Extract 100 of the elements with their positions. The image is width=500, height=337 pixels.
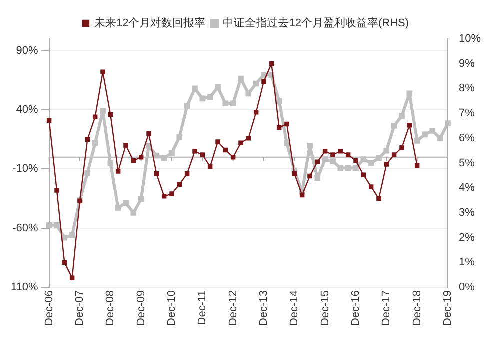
y-tick-label: 40%: [16, 104, 39, 116]
y2-tick-label: 0%: [458, 282, 476, 294]
y-tick-label: -10%: [12, 163, 39, 176]
x-tick-label: Dec-14: [288, 290, 301, 326]
point: [85, 137, 90, 142]
point: [253, 80, 260, 87]
point: [176, 134, 183, 140]
point: [437, 136, 444, 142]
point: [161, 155, 168, 162]
point: [223, 148, 228, 153]
point: [184, 103, 190, 110]
y-tick-label: -60%: [12, 222, 39, 234]
point: [407, 123, 412, 128]
point: [376, 155, 382, 162]
point: [422, 132, 428, 138]
x-tick-label: Dec-07: [74, 290, 86, 326]
point: [100, 70, 106, 75]
point: [146, 142, 152, 149]
point: [345, 165, 352, 172]
y-tick-label: 110%: [10, 282, 39, 294]
point: [315, 160, 320, 164]
x-tick-label: Dec-08: [104, 290, 117, 326]
point: [354, 158, 358, 164]
point: [376, 196, 382, 202]
point: [216, 140, 220, 144]
point: [353, 165, 359, 172]
point: [330, 158, 336, 164]
point: [414, 138, 420, 144]
point: [146, 131, 152, 136]
point: [170, 192, 174, 196]
point: [368, 184, 374, 190]
point: [238, 76, 244, 82]
point: [46, 222, 52, 228]
legend-label: 未来12个月对数回报率: [94, 16, 206, 30]
point: [261, 72, 267, 78]
y2-tick-label: 3%: [458, 207, 476, 220]
y2-tick-label: 9%: [458, 58, 476, 70]
point: [392, 152, 397, 158]
point: [70, 276, 75, 280]
point: [108, 112, 114, 118]
point: [54, 188, 60, 193]
point: [230, 100, 236, 107]
y2-tick-label: 2%: [458, 232, 476, 244]
x-tick-label: Dec-13: [258, 290, 270, 326]
y2-tick-label: 10%: [458, 33, 482, 46]
y2-tick-label: 4%: [458, 182, 476, 194]
x-tick-label: Dec-11: [196, 290, 209, 326]
point: [284, 140, 290, 146]
point: [284, 122, 290, 127]
y2-tick-label: 8%: [458, 82, 476, 95]
point: [69, 232, 76, 238]
point: [322, 156, 328, 162]
point: [62, 260, 68, 266]
point: [100, 108, 106, 114]
point: [169, 150, 175, 156]
point: [246, 90, 252, 97]
point: [262, 79, 266, 84]
point: [230, 154, 236, 160]
x-tick-label: Dec-09: [135, 290, 148, 326]
y2-tick-label: 7%: [458, 108, 476, 120]
point: [162, 194, 167, 199]
point: [308, 174, 312, 179]
x-tick-label: Dec-18: [411, 290, 424, 326]
point: [177, 182, 182, 187]
point: [192, 86, 198, 92]
point: [200, 152, 206, 158]
point: [338, 165, 344, 172]
x-tick-label: Dec-06: [43, 290, 56, 326]
point: [130, 210, 137, 216]
point: [115, 205, 122, 211]
point: [200, 96, 206, 102]
point: [154, 152, 160, 159]
point: [314, 175, 321, 182]
point: [208, 164, 213, 170]
point: [292, 172, 298, 176]
y-tick-label: 90%: [16, 44, 39, 57]
point: [361, 172, 366, 178]
x-tick-label: Dec-12: [227, 290, 240, 326]
point: [430, 128, 436, 134]
point: [238, 140, 244, 146]
point: [445, 120, 451, 126]
y2-tick-label: 5%: [458, 157, 476, 170]
point: [406, 90, 413, 97]
x-tick-label: Dec-15: [319, 290, 332, 326]
y2-tick-label: 6%: [458, 132, 476, 144]
point: [192, 149, 198, 154]
point: [123, 200, 129, 206]
point: [108, 160, 114, 166]
point: [368, 160, 374, 166]
point: [360, 156, 367, 162]
point: [184, 172, 190, 176]
point: [222, 100, 229, 107]
point: [54, 222, 60, 228]
point: [330, 152, 336, 158]
point: [269, 61, 274, 66]
point: [215, 84, 221, 90]
point: [391, 123, 398, 129]
point: [138, 154, 144, 160]
point: [338, 149, 344, 154]
point: [124, 143, 128, 148]
